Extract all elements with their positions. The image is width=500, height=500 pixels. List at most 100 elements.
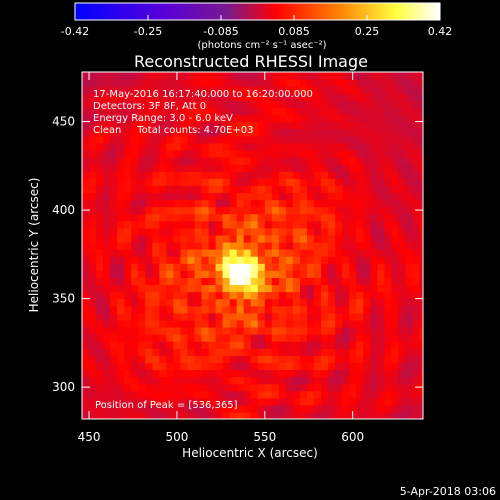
heatmap-cell [321, 369, 329, 378]
heatmap-cell [117, 390, 125, 399]
heatmap-cell [215, 284, 224, 293]
heatmap-cell [398, 171, 407, 179]
heatmap-cell [250, 249, 259, 257]
heatmap-cell [82, 227, 90, 236]
heatmap-cell [306, 362, 315, 371]
heatmap-cell [419, 277, 423, 286]
heatmap-cell [215, 298, 224, 307]
heatmap-cell [299, 121, 308, 130]
colorbar-label: (photons cm⁻² s⁻¹ asec⁻²) [197, 40, 326, 51]
heatmap-cell [328, 411, 336, 419]
heatmap-cell [222, 227, 231, 236]
heatmap-cell [159, 142, 167, 151]
heatmap-cell [131, 397, 139, 406]
heatmap-cell [398, 114, 407, 123]
heatmap-cell [398, 369, 407, 378]
heatmap-cell [229, 86, 238, 94]
heatmap-cell [103, 249, 111, 257]
heatmap-cell [398, 355, 407, 363]
heatmap-cell [356, 369, 364, 378]
heatmap-cell [124, 199, 132, 208]
heatmap-cell [419, 192, 423, 201]
heatmap-cell [250, 397, 259, 406]
heatmap-cell [187, 234, 196, 243]
heatmap-cell [124, 390, 132, 399]
heatmap-cell [173, 121, 182, 130]
heatmap-cell [180, 341, 189, 349]
heatmap-cell [335, 334, 343, 342]
heatmap-cell [152, 319, 160, 328]
heatmap-cell [264, 227, 273, 236]
heatmap-cell [145, 86, 153, 94]
heatmap-cell [419, 100, 423, 109]
heatmap-cell [222, 185, 231, 193]
heatmap-cell [398, 277, 407, 286]
heatmap-cell [208, 270, 217, 278]
heatmap-cell [363, 156, 371, 165]
heatmap-cell [215, 277, 224, 286]
heatmap-cell [124, 114, 132, 123]
heatmap-cell [405, 142, 414, 151]
heatmap-cell [229, 404, 238, 413]
heatmap-cell [159, 334, 167, 342]
heatmap-cell [201, 121, 210, 130]
heatmap-cell [124, 334, 132, 342]
heatmap-cell [412, 376, 421, 385]
heatmap-cell [405, 72, 414, 80]
heatmap-cell [412, 135, 421, 144]
heatmap-cell [278, 72, 287, 80]
heatmap-cell [328, 114, 336, 123]
heatmap-cell [292, 341, 301, 349]
heatmap-cell [166, 121, 175, 130]
heatmap-cell [89, 149, 97, 158]
heatmap-cell [328, 171, 336, 179]
heatmap-cell [398, 312, 407, 321]
heatmap-cell [264, 376, 273, 385]
heatmap-cell [306, 241, 315, 250]
heatmap-cell [152, 135, 160, 144]
heatmap-cell [271, 86, 280, 94]
heatmap-cell [271, 404, 280, 413]
heatmap-cell [173, 362, 182, 371]
heatmap-cell [96, 93, 104, 101]
heatmap-cell [412, 192, 421, 201]
heatmap-cell [222, 397, 231, 406]
heatmap-cell [356, 319, 364, 328]
heatmap-cell [363, 192, 371, 201]
heatmap-cell [271, 256, 280, 264]
heatmap-cell [173, 241, 182, 250]
heatmap-cell [103, 390, 111, 399]
heatmap-cell [229, 326, 238, 335]
heatmap-cell [208, 86, 217, 94]
heatmap-cell [391, 319, 399, 328]
heatmap-cell [328, 234, 336, 243]
heatmap-cell [82, 185, 90, 193]
heatmap-cell [159, 298, 167, 307]
heatmap-cell [89, 397, 97, 406]
heatmap-cell [299, 390, 308, 399]
heatmap-cell [152, 149, 160, 158]
heatmap-cell [166, 72, 175, 80]
heatmap-cell [124, 227, 132, 236]
heatmap-cell [299, 249, 308, 257]
heatmap-cell [103, 107, 111, 116]
heatmap-cell [96, 185, 104, 193]
heatmap-cell [377, 249, 385, 257]
heatmap-cell [124, 241, 132, 250]
heatmap-cell [243, 185, 252, 193]
heatmap-cell [229, 298, 238, 307]
heatmap-cell [342, 206, 350, 215]
heatmap-cell [201, 93, 210, 101]
heatmap-cell [292, 220, 301, 229]
heatmap-cell [405, 93, 414, 101]
heatmap-cell [278, 383, 287, 392]
heatmap-cell [236, 249, 245, 257]
heatmap-cell [152, 291, 160, 300]
heatmap-cell [370, 256, 378, 264]
heatmap-cell [412, 185, 421, 193]
heatmap-cell [328, 397, 336, 406]
heatmap-cell [166, 199, 175, 208]
heatmap-cell [264, 249, 273, 257]
heatmap-cell [356, 411, 364, 419]
heatmap-cell [208, 284, 217, 293]
